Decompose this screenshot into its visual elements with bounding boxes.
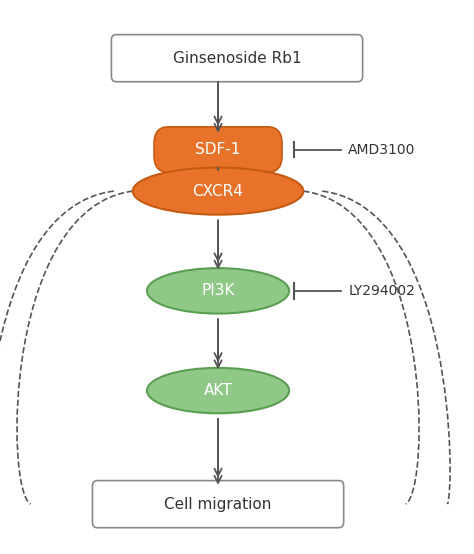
Text: SDF-1: SDF-1 bbox=[195, 142, 241, 157]
Ellipse shape bbox=[133, 167, 303, 214]
FancyBboxPatch shape bbox=[154, 127, 282, 172]
FancyBboxPatch shape bbox=[92, 480, 344, 527]
FancyBboxPatch shape bbox=[111, 34, 363, 81]
Ellipse shape bbox=[147, 268, 289, 314]
Ellipse shape bbox=[147, 368, 289, 413]
Text: AMD3100: AMD3100 bbox=[348, 142, 416, 157]
Text: AKT: AKT bbox=[204, 383, 232, 398]
Text: Ginsenoside Rb1: Ginsenoside Rb1 bbox=[173, 50, 301, 66]
Text: LY294002: LY294002 bbox=[348, 284, 415, 298]
Text: Cell migration: Cell migration bbox=[164, 496, 272, 512]
Text: PI3K: PI3K bbox=[201, 283, 235, 299]
Text: CXCR4: CXCR4 bbox=[192, 183, 244, 199]
